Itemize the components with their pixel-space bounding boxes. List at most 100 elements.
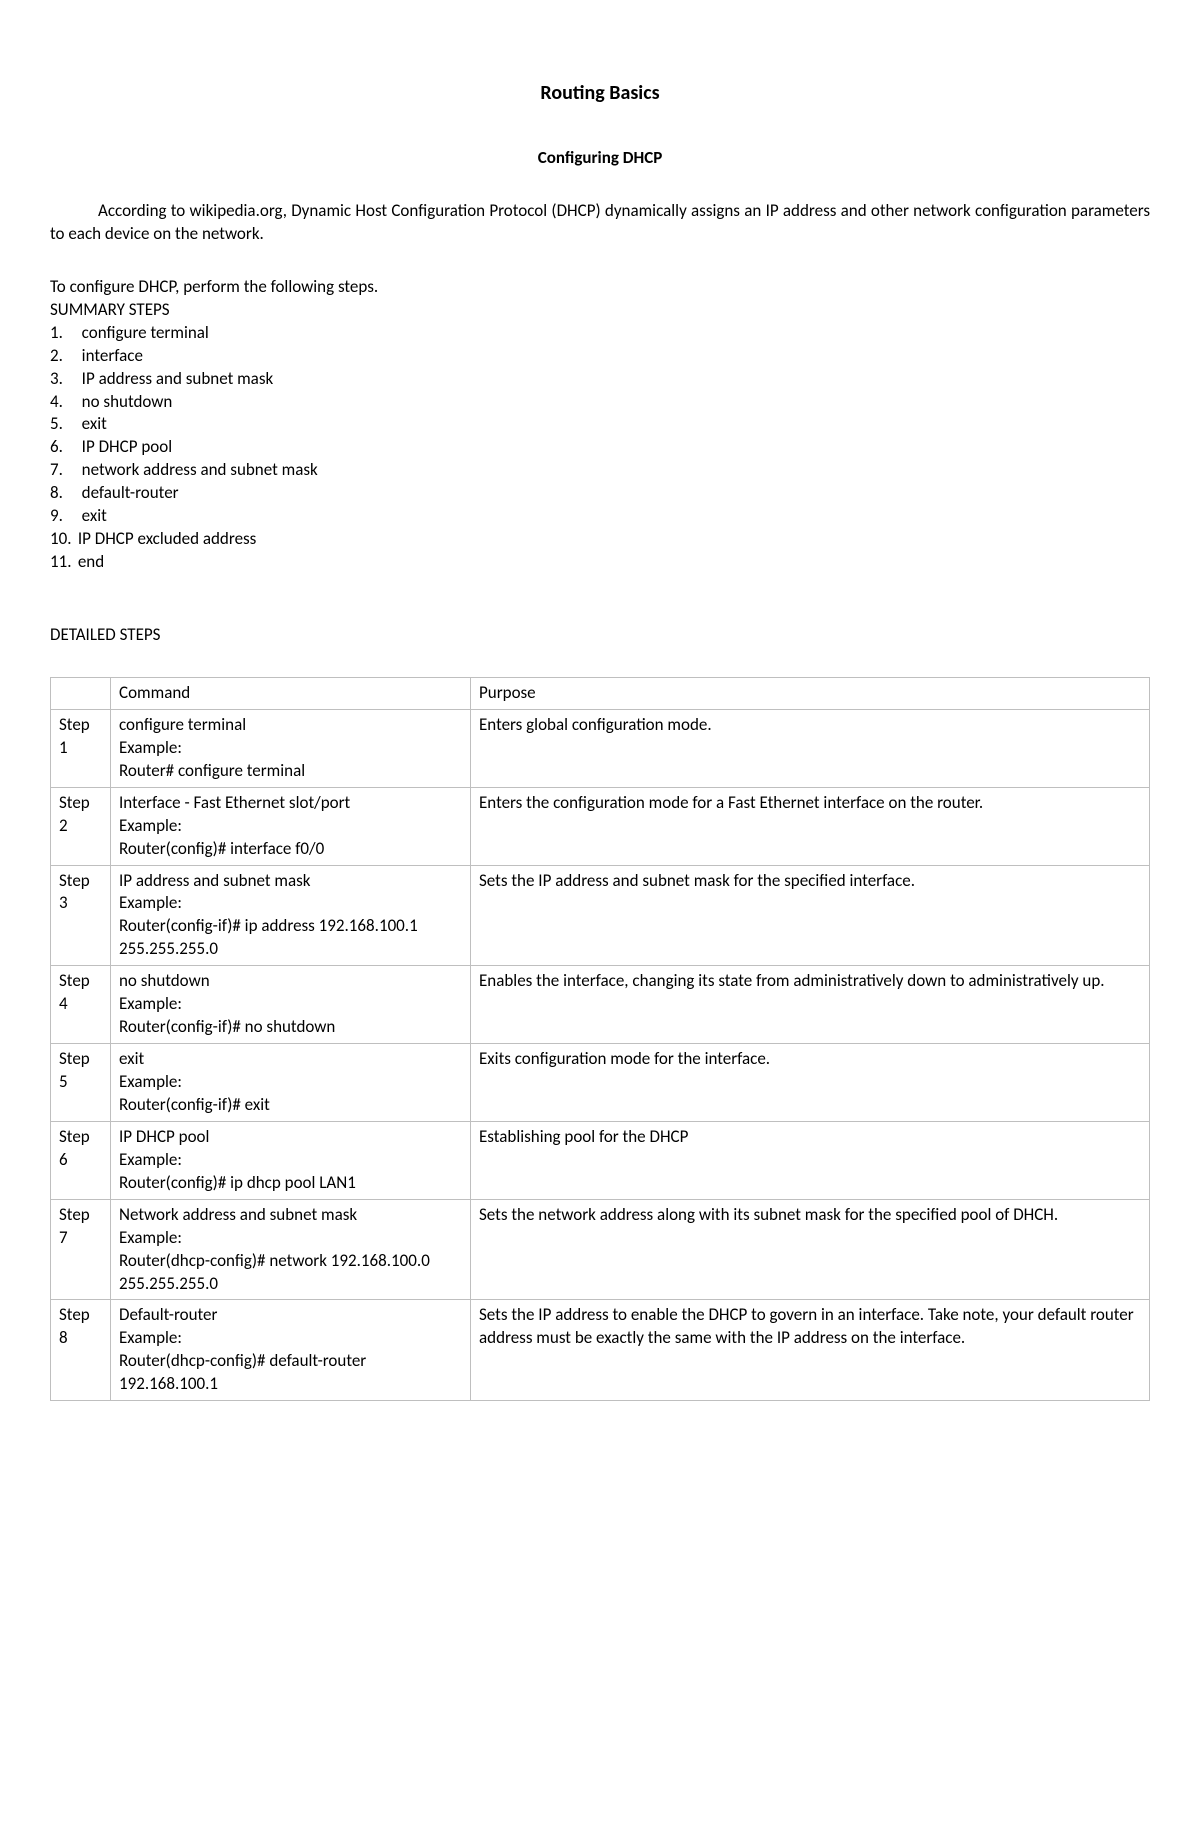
example-label: Example:: [119, 1149, 462, 1172]
command-title: Default-router: [119, 1304, 462, 1327]
summary-step-item: 2. interface: [50, 345, 1150, 368]
step-number: 4: [59, 993, 102, 1016]
step-cell: Step8: [51, 1300, 111, 1401]
summary-step-item: 11. end: [50, 551, 1150, 574]
command-cell: no shutdownExample:Router(config-if)# no…: [111, 966, 471, 1044]
purpose-cell: Enters the configuration mode for a Fast…: [471, 787, 1150, 865]
lead-sentence: To configure DHCP, perform the following…: [50, 276, 1150, 299]
command-cell: IP DHCP poolExample:Router(config)# ip d…: [111, 1121, 471, 1199]
example-label: Example:: [119, 892, 462, 915]
summary-step-number: 4.: [50, 391, 74, 414]
purpose-cell: Sets the network address along with its …: [471, 1199, 1150, 1300]
summary-step-item: 7. network address and subnet mask: [50, 459, 1150, 482]
summary-step-number: 7.: [50, 459, 74, 482]
command-cell: Default-routerExample:Router(dhcp-config…: [111, 1300, 471, 1401]
summary-step-item: 5. exit: [50, 413, 1150, 436]
summary-steps-list: 1. configure terminal2. interface3. IP a…: [50, 322, 1150, 574]
command-title: Interface - Fast Ethernet slot/port: [119, 792, 462, 815]
detailed-steps-heading: DETAILED STEPS: [50, 624, 1150, 647]
table-header-purpose: Purpose: [471, 677, 1150, 709]
summary-step-number: 9.: [50, 505, 74, 528]
command-title: exit: [119, 1048, 462, 1071]
summary-step-text: IP address and subnet mask: [74, 368, 273, 389]
example-text: Router# configure terminal: [119, 760, 462, 783]
purpose-cell: Sets the IP address to enable the DHCP t…: [471, 1300, 1150, 1401]
step-label: Step: [59, 1048, 102, 1071]
table-header-step: [51, 677, 111, 709]
table-row: Step3IP address and subnet maskExample:R…: [51, 865, 1150, 966]
summary-step-text: end: [74, 551, 104, 572]
step-number: 8: [59, 1327, 102, 1350]
purpose-cell: Enters global configuration mode.: [471, 709, 1150, 787]
summary-step-text: default-router: [74, 482, 179, 503]
summary-steps-heading: SUMMARY STEPS: [50, 299, 1150, 322]
summary-step-item: 9. exit: [50, 505, 1150, 528]
step-cell: Step4: [51, 966, 111, 1044]
command-title: configure terminal: [119, 714, 462, 737]
step-cell: Step7: [51, 1199, 111, 1300]
step-number: 7: [59, 1227, 102, 1250]
summary-step-text: no shutdown: [74, 391, 172, 412]
step-label: Step: [59, 1204, 102, 1227]
purpose-cell: Enables the interface, changing its stat…: [471, 966, 1150, 1044]
summary-step-text: interface: [74, 345, 143, 366]
example-text: Router(dhcp-config)# default-router 192.…: [119, 1350, 462, 1396]
summary-step-number: 1.: [50, 322, 74, 345]
example-text: Router(dhcp-config)# network 192.168.100…: [119, 1250, 462, 1296]
summary-step-text: configure terminal: [74, 322, 209, 343]
command-cell: exitExample:Router(config-if)# exit: [111, 1044, 471, 1122]
summary-step-item: 10. IP DHCP excluded address: [50, 528, 1150, 551]
summary-step-text: exit: [74, 413, 107, 434]
summary-step-number: 2.: [50, 345, 74, 368]
summary-step-number: 5.: [50, 413, 74, 436]
command-title: Network address and subnet mask: [119, 1204, 462, 1227]
step-number: 2: [59, 815, 102, 838]
summary-step-number: 3.: [50, 368, 74, 391]
summary-step-number: 10.: [50, 528, 74, 551]
purpose-cell: Exits configuration mode for the interfa…: [471, 1044, 1150, 1122]
purpose-cell: Establishing pool for the DHCP: [471, 1121, 1150, 1199]
table-row: Step4no shutdownExample:Router(config-if…: [51, 966, 1150, 1044]
example-text: Router(config)# ip dhcp pool LAN1: [119, 1172, 462, 1195]
summary-step-item: 8. default-router: [50, 482, 1150, 505]
summary-step-item: 6. IP DHCP pool: [50, 436, 1150, 459]
table-row: Step2 Interface - Fast Ethernet slot/port…: [51, 787, 1150, 865]
summary-step-item: 3. IP address and subnet mask: [50, 368, 1150, 391]
summary-step-number: 6.: [50, 436, 74, 459]
step-label: Step: [59, 970, 102, 993]
table-row: Step1configure terminalExample:Router# c…: [51, 709, 1150, 787]
summary-step-number: 8.: [50, 482, 74, 505]
step-number: 6: [59, 1149, 102, 1172]
command-cell: Network address and subnet maskExample:R…: [111, 1199, 471, 1300]
step-label: Step: [59, 870, 102, 893]
step-cell: Step6: [51, 1121, 111, 1199]
example-text: Router(config-if)# ip address 192.168.10…: [119, 915, 462, 961]
summary-step-text: exit: [74, 505, 107, 526]
step-label: Step: [59, 792, 102, 815]
example-label: Example:: [119, 993, 462, 1016]
step-cell: Step5: [51, 1044, 111, 1122]
table-header-command: Command: [111, 677, 471, 709]
step-label: Step: [59, 1126, 102, 1149]
example-label: Example:: [119, 737, 462, 760]
summary-step-text: IP DHCP excluded address: [74, 528, 256, 549]
step-number: 5: [59, 1071, 102, 1094]
step-cell: Step3: [51, 865, 111, 966]
page-subtitle: Configuring DHCP: [50, 147, 1150, 170]
intro-paragraph: According to wikipedia.org, Dynamic Host…: [50, 200, 1150, 246]
step-number: 1: [59, 737, 102, 760]
example-label: Example:: [119, 1327, 462, 1350]
page-title: Routing Basics: [50, 80, 1150, 107]
example-text: Router(config)# interface f0/0: [119, 838, 462, 861]
example-label: Example:: [119, 1227, 462, 1250]
step-label: Step: [59, 1304, 102, 1327]
example-label: Example:: [119, 815, 462, 838]
command-cell: IP address and subnet maskExample:Router…: [111, 865, 471, 966]
command-cell: configure terminalExample:Router# config…: [111, 709, 471, 787]
command-cell: Interface - Fast Ethernet slot/portExamp…: [111, 787, 471, 865]
summary-step-text: network address and subnet mask: [74, 459, 318, 480]
example-text: Router(config-if)# no shutdown: [119, 1016, 462, 1039]
command-title: IP DHCP pool: [119, 1126, 462, 1149]
step-cell: Step1: [51, 709, 111, 787]
detailed-steps-table: Command Purpose Step1configure terminalE…: [50, 677, 1150, 1401]
